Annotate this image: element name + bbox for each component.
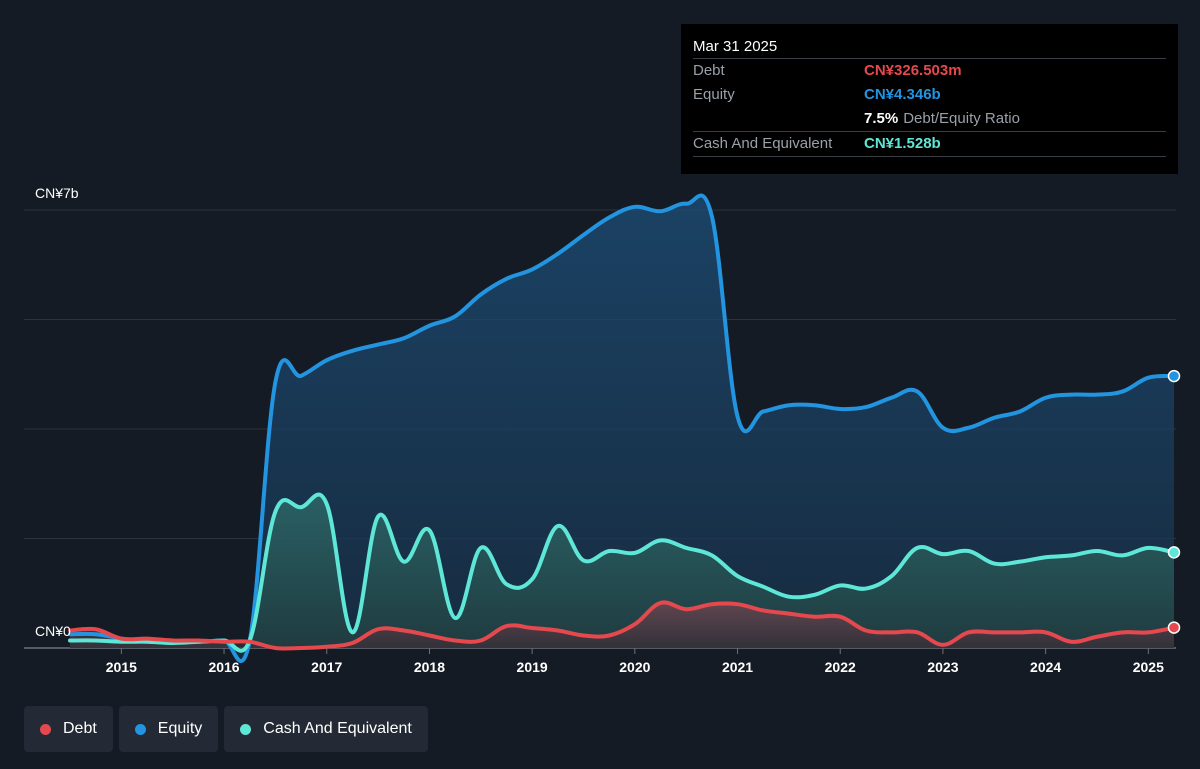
legend-label-cash: Cash And Equivalent [263,720,412,737]
tooltip-date: Mar 31 2025 [693,38,778,55]
x-tick-label: 2017 [311,659,342,675]
x-tick-label: 2020 [619,659,650,675]
tooltip-panel: Mar 31 2025 Debt CN¥326.503m Equity CN¥4… [681,24,1178,174]
chart-legend: Debt Equity Cash And Equivalent [24,706,428,752]
x-tick-label: 2021 [722,659,753,675]
legend-label-equity: Equity [157,720,203,737]
line-debt [68,600,1176,651]
tooltip-equity-row: Equity CN¥4.346b [693,83,1166,107]
legend-item-equity[interactable]: Equity [118,706,219,752]
tooltip-ratio-row: 7.5% Debt/Equity Ratio [693,107,1166,131]
y-axis-top-label: CN¥7b [35,185,79,201]
tooltip-cash-label: Cash And Equivalent [693,135,833,152]
legend-item-debt[interactable]: Debt [24,706,113,752]
tooltip-debt-value: CN¥326.503m [864,62,962,79]
area-debt [70,602,1174,649]
tooltip-ratio-value: 7.5% [864,110,899,127]
tooltip-equity-label: Equity [693,86,735,103]
tooltip-equity-value: CN¥4.346b [864,86,941,103]
endpoint-debt [1167,621,1181,634]
tooltip-debt-row: Debt CN¥326.503m [693,58,1166,83]
legend-dot-debt-icon [40,723,51,735]
x-tick-label: 2023 [927,659,958,675]
tooltip-debt-label: Debt [693,62,725,79]
legend-dot-cash-icon [240,723,252,735]
tooltip-bottom-divider [693,156,1166,158]
tooltip-ratio-label: Debt/Equity Ratio [903,110,1020,127]
y-axis-bottom-label: CN¥0 [35,623,71,639]
tooltip-cash-value: CN¥1.528b [864,135,941,152]
x-tick-label: 2022 [825,659,856,675]
endpoint-equity [1167,369,1181,383]
series-endpoints [1167,369,1181,634]
series-lines [68,193,1176,663]
area-equity [70,195,1174,662]
line-cash-and-equivalent [68,492,1176,653]
legend-label-debt: Debt [63,720,97,737]
x-tick-label: 2016 [208,659,239,675]
x-tick-label: 2024 [1030,659,1061,675]
x-tick-label: 2018 [414,659,445,675]
series-areas [70,195,1174,662]
legend-item-cash[interactable]: Cash And Equivalent [224,706,428,752]
x-tick-label: 2019 [517,659,548,675]
legend-dot-equity-icon [134,723,146,735]
endpoint-cash-and-equivalent [1167,546,1181,559]
area-cash-and-equivalent [70,494,1174,651]
x-tick-label: 2025 [1133,659,1164,675]
x-tick-label: 2015 [106,659,137,675]
x-axis-ticks: 2015 2016 2017 2018 2019 2020 2021 2022 2023 2024… [106,648,1164,675]
tooltip-cash-row: Cash And Equivalent CN¥1.528b [693,131,1166,156]
